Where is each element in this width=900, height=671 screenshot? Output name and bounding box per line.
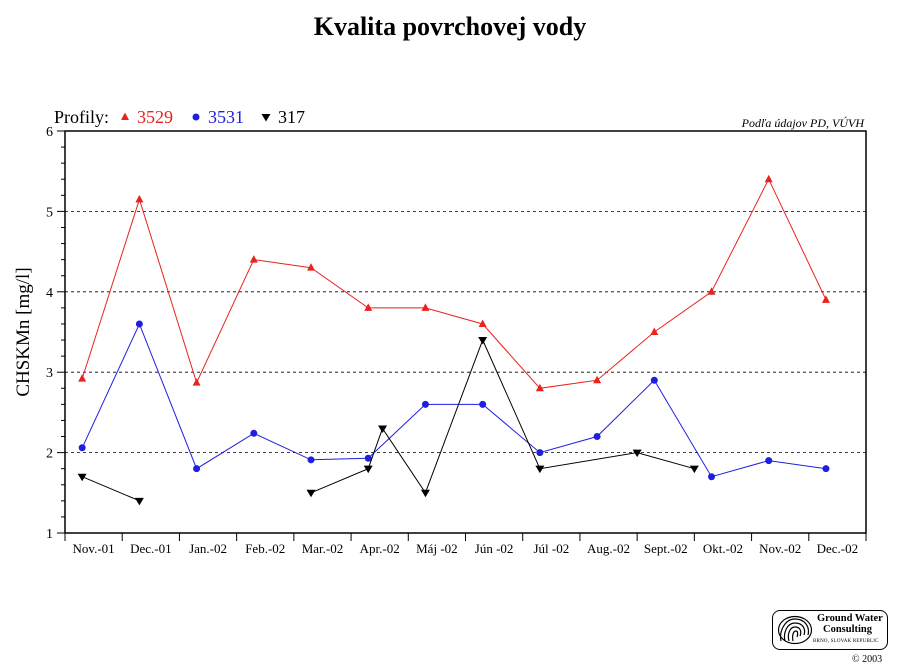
x-tick-label: Nov.-02 — [759, 541, 801, 556]
series-3531-point — [593, 433, 601, 441]
series-3529-point — [764, 174, 773, 183]
y-axis-label: CHSKMn [mg/l] — [13, 267, 34, 396]
series-3531-point — [650, 376, 658, 384]
series-3529-point — [478, 319, 487, 327]
x-tick-label: Apr.-02 — [360, 541, 400, 556]
series-3529-point — [593, 375, 602, 384]
series-3529-line — [81, 178, 827, 389]
series-3529-point — [192, 378, 201, 386]
series-3531-point — [193, 465, 201, 473]
series-3531-point — [78, 444, 86, 452]
series-317-point — [420, 489, 430, 498]
series-317-point — [689, 465, 699, 474]
legend-marker-3531 — [192, 113, 200, 121]
series-317-point — [306, 489, 316, 498]
legend-label-3529: 3529 — [137, 107, 173, 127]
series-3531-point — [708, 473, 716, 481]
x-tick-label: Aug.-02 — [587, 541, 630, 556]
y-tick-label: 4 — [46, 286, 53, 301]
series-317-point — [134, 497, 144, 506]
series-3531-point — [250, 429, 258, 437]
series-3529-point — [421, 303, 430, 311]
copyright-text: © 2003 — [852, 654, 883, 665]
legend-label-3531: 3531 — [208, 107, 244, 127]
series-317-line — [310, 338, 695, 494]
series-317-point — [77, 473, 87, 482]
chart-title: Kvalita povrchovej vody — [313, 12, 587, 41]
series-3531-point — [536, 449, 544, 457]
x-tick-label: Júl -02 — [533, 541, 569, 556]
series-3529-point — [307, 263, 316, 271]
legend-marker-3529 — [121, 112, 129, 120]
y-tick-label: 6 — [46, 125, 53, 140]
series-317-point — [363, 465, 373, 474]
x-tick-label: Nov.-01 — [73, 541, 115, 556]
series-3529-point — [364, 303, 373, 311]
y-tick-label: 5 — [46, 205, 53, 220]
series-317-point — [632, 449, 642, 458]
logo-text-line2: Consulting — [823, 624, 873, 635]
series-3531-point — [364, 454, 372, 462]
x-tick-label: Feb.-02 — [245, 541, 285, 556]
series-3529-point — [707, 287, 716, 295]
series-3531-point — [479, 400, 487, 408]
x-tick-label: Máj -02 — [416, 541, 458, 556]
company-logo: Ground Water Consulting BRNO, SLOVAK REP… — [772, 610, 888, 650]
series-3529-point — [135, 194, 144, 203]
series-3529-point — [78, 374, 87, 382]
series-3531-point — [135, 320, 143, 328]
series-3529-point — [650, 327, 659, 335]
x-tick-label: Jan.-02 — [189, 541, 227, 556]
series-3531-point — [822, 465, 830, 473]
series-3531-point — [307, 456, 315, 464]
series-3529-point — [821, 295, 830, 303]
x-tick-label: Dec.-01 — [130, 541, 172, 556]
series-3529-point — [535, 383, 544, 392]
logo-text-line1: Ground Water — [817, 613, 883, 624]
source-note: Podľa údajov PD, VÚVH — [741, 116, 866, 130]
x-tick-label: Jún -02 — [475, 541, 514, 556]
series-3529-point — [249, 255, 258, 263]
series-317-line — [82, 476, 140, 502]
fingerprint-swirl-icon — [777, 615, 813, 645]
y-tick-label: 1 — [46, 527, 53, 542]
logo-text-line3: BRNO, SLOVAK REPUBLIC — [813, 639, 879, 644]
legend-title: Profily: — [54, 107, 109, 127]
y-tick-label: 2 — [46, 447, 53, 462]
legend-marker-317 — [261, 114, 271, 122]
legend-label-317: 317 — [278, 107, 305, 127]
series-317-point — [478, 337, 488, 345]
series-3531-line — [81, 322, 827, 478]
x-tick-label: Dec.-02 — [817, 541, 859, 556]
x-tick-label: Sept.-02 — [644, 541, 688, 556]
y-tick-label: 3 — [46, 366, 53, 381]
series-3531-point — [421, 400, 429, 408]
series-317-point — [378, 425, 388, 433]
x-tick-label: Okt.-02 — [703, 541, 743, 556]
series-317-point — [535, 465, 545, 474]
x-tick-label: Mar.-02 — [302, 541, 344, 556]
plot-area-frame — [64, 130, 867, 534]
series-3531-point — [765, 457, 773, 465]
